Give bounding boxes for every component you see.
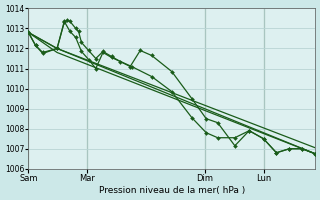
X-axis label: Pression niveau de la mer( hPa ): Pression niveau de la mer( hPa ) [99,186,245,195]
